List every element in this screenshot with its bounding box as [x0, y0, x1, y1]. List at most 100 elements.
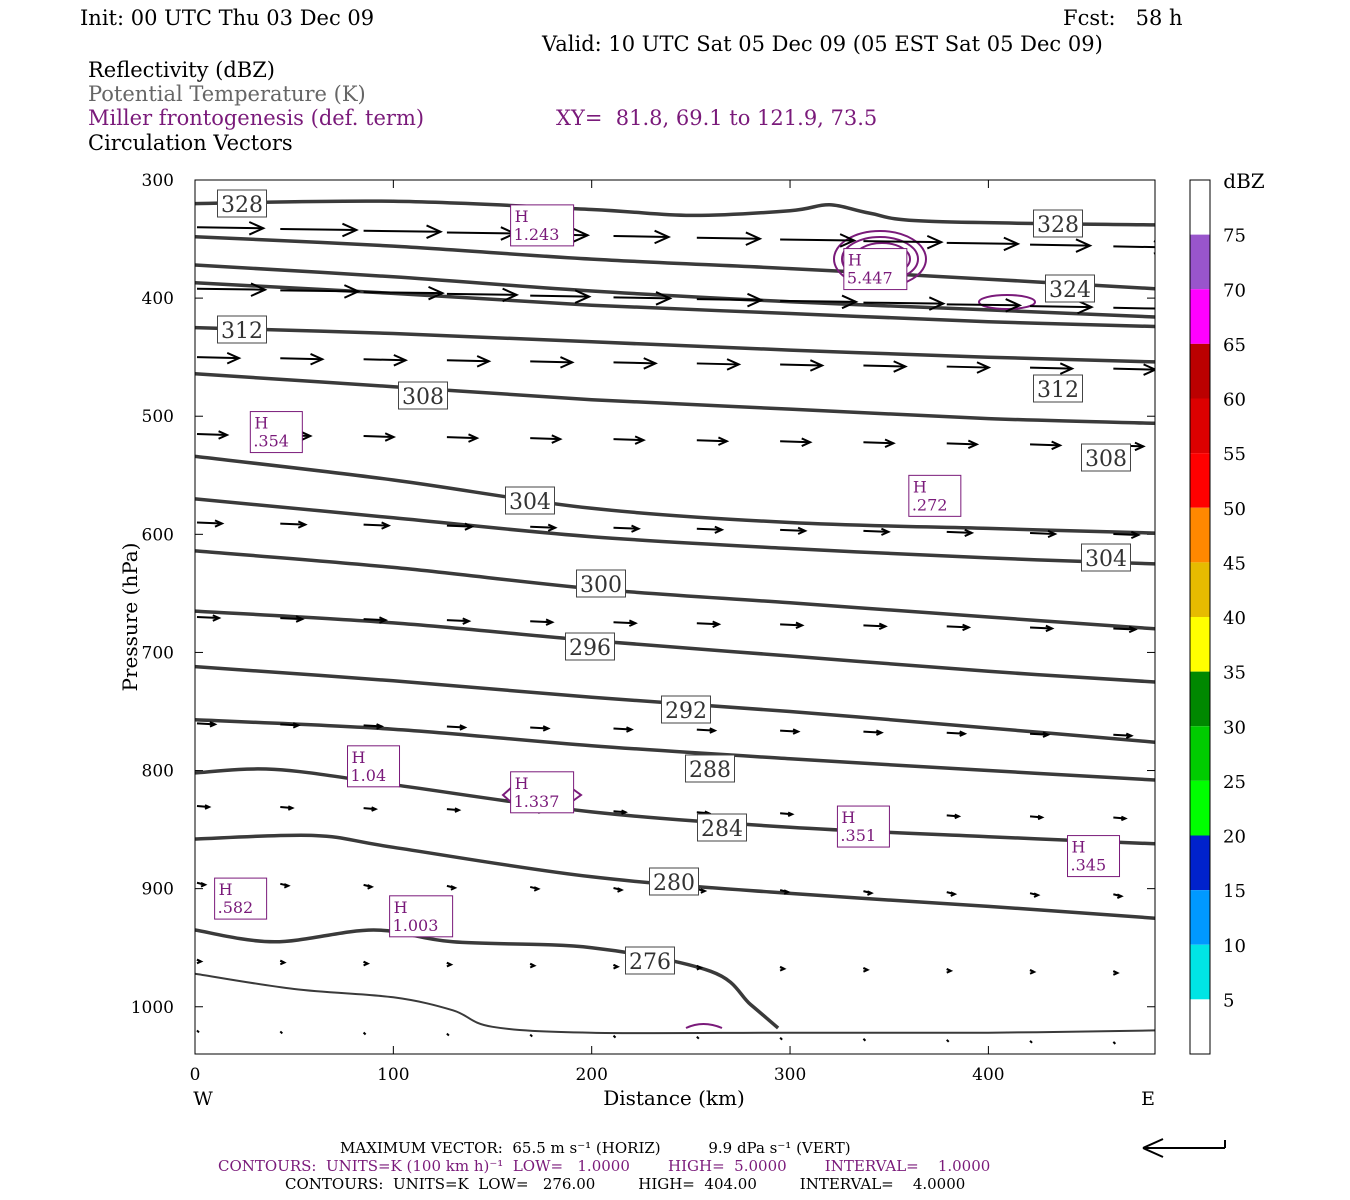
circulation-vector [1113, 532, 1139, 536]
circulation-vector [863, 730, 882, 734]
colorbar-bin [1190, 180, 1210, 235]
colorbar-tick-label: 45 [1223, 553, 1246, 574]
circulation-vector [946, 303, 1020, 307]
circulation-vector-head [454, 807, 462, 813]
circulation-vector [613, 526, 639, 530]
theta-label: 312 [1037, 378, 1079, 403]
frontogenesis-max-box [908, 474, 962, 517]
frontogenesis-max-box [510, 204, 575, 247]
circulation-vector-head [1047, 529, 1058, 539]
theta-label-box [1033, 374, 1083, 403]
circulation-vector-head [712, 620, 722, 628]
colorbar-frame [1189, 179, 1211, 1055]
circulation-vector-head [297, 520, 308, 529]
frontogenesis-max-box [510, 771, 575, 814]
circulation-vector-head [1154, 303, 1155, 315]
circulation-vector-head [363, 960, 371, 967]
field-reflectivity: Reflectivity (dBZ) [88, 58, 276, 82]
circulation-vector-head [617, 887, 624, 893]
circulation-vector [613, 438, 644, 442]
circulation-vector-head [292, 722, 301, 729]
circulation-vector [446, 725, 465, 729]
circulation-vector-head [1112, 970, 1120, 976]
circulation-vector-head [946, 968, 954, 974]
circulation-vector-head [884, 438, 896, 448]
circulation-vector-head [301, 431, 313, 441]
circulation-vector-head [459, 724, 468, 731]
reflectivity-colorbar: 5 10 15 20 25 30 35 40 45 50 55 60 65 70 75 [1189, 179, 1246, 1055]
circulation-vector-head [342, 222, 359, 238]
circulation-vector [613, 234, 669, 238]
circulation-vector-head [426, 224, 443, 239]
frontogenesis-max-value: .272 [912, 495, 948, 514]
theta-contour-line [195, 833, 1155, 920]
theta-label-box [1033, 209, 1083, 238]
circulation-vector [780, 729, 799, 733]
circulation-vector-head [643, 357, 658, 370]
y-tick-label: 800 [142, 762, 174, 782]
colorbar-bin [1190, 562, 1210, 617]
frontogenesis-contour [501, 786, 513, 804]
circulation-vector-head [926, 234, 944, 250]
circulation-vector-head [573, 228, 591, 243]
forecast-hour: Fcst: 58 h [1063, 6, 1183, 30]
y-tick-label: 500 [142, 407, 174, 427]
theta-contour-line [195, 263, 1155, 319]
circulation-vector [780, 238, 855, 242]
circulation-vector-head [1033, 892, 1041, 898]
circulation-vector [446, 436, 477, 440]
theta-label: 312 [221, 319, 263, 344]
circulation-vector [1113, 245, 1155, 249]
circulation-vector-head [613, 964, 620, 970]
circulation-vector [613, 296, 671, 300]
circulation-vector [613, 727, 632, 731]
circulation-vector-head [714, 525, 725, 534]
theta-contours [195, 199, 1155, 1035]
circulation-vector [696, 298, 762, 302]
circulation-vector [1113, 733, 1132, 737]
colorbar-tick-label: 55 [1223, 444, 1246, 465]
frontogenesis-max-h: H [394, 898, 408, 917]
circulation-vector [780, 363, 823, 367]
circulation-vector [780, 623, 803, 627]
circulation-vector [1113, 627, 1136, 631]
circulation-vector [696, 1035, 700, 1040]
circulation-vector-head [393, 354, 409, 367]
colorbar-tick-label: 15 [1223, 881, 1246, 902]
frontogenesis-max-h: H [254, 414, 268, 433]
circulation-vector [446, 619, 469, 623]
colorbar-title: dBZ [1223, 169, 1265, 193]
circulation-vector-head [747, 292, 764, 308]
y-axis-title: Pressure (hPa) [118, 543, 142, 692]
circulation-vector [363, 435, 394, 439]
circulation-vector-head [381, 521, 392, 530]
colorbar-bin [1190, 726, 1210, 781]
circulation-vector [280, 289, 359, 293]
theta-contour-note: CONTOURS: UNITS=K LOW= 276.00 HIGH= 404.… [285, 1175, 966, 1193]
circulation-vector-head [863, 967, 870, 973]
colorbar-bin [1190, 671, 1210, 727]
x-tick-label: 300 [774, 1065, 806, 1085]
circulation-vector [863, 441, 894, 445]
cross-section-endpoints: XY= 81.8, 69.1 to 121.9, 73.5 [556, 106, 878, 130]
valid-time: Valid: 10 UTC Sat 05 Dec 09 (05 EST Sat … [542, 32, 1103, 56]
circulation-vector [196, 432, 228, 436]
east-label: E [1141, 1088, 1155, 1110]
theta-label: 304 [1085, 547, 1127, 572]
init-time: Init: 00 UTC Thu 03 Dec 09 [80, 6, 375, 30]
circulation-vector-head [1143, 363, 1155, 376]
circulation-vector-head [950, 891, 958, 897]
colorbar-bin [1190, 890, 1210, 945]
circulation-vector [863, 240, 942, 244]
circulation-vector-head [551, 434, 563, 444]
theta-label: 308 [402, 385, 444, 410]
circulation-vector-head [226, 351, 242, 365]
circulation-vector [696, 728, 715, 732]
theta-label: 284 [701, 817, 743, 842]
circulation-vector-head [841, 294, 859, 310]
circulation-vector-head [1059, 362, 1075, 375]
circulation-vector-head [1153, 240, 1155, 255]
circulation-vector-head [700, 888, 708, 894]
circulation-vector [612, 1034, 617, 1039]
